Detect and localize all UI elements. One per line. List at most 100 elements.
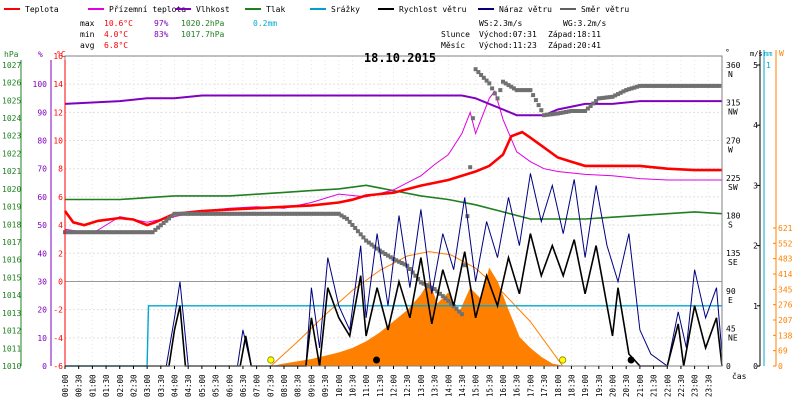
direction-compass-label: SE (728, 258, 738, 267)
wind-direction-dot (687, 83, 692, 88)
x-tick-label: 17:00 (526, 374, 535, 397)
radiation-tick-label: 276 (778, 301, 793, 310)
wind-direction-dot (424, 283, 429, 288)
wind-direction-dot (397, 259, 401, 264)
wind-direction-dot (186, 211, 191, 216)
wind-direction-dot (240, 211, 245, 216)
humidity-tick-label: 40 (37, 249, 47, 258)
wind-direction-dot (156, 225, 161, 230)
x-tick-label: 04:00 (171, 374, 180, 397)
wind-direction-dot (323, 211, 328, 216)
wind-direction-dot (79, 230, 84, 235)
wind-direction-dot (490, 86, 495, 91)
wind-direction-dot (139, 230, 144, 235)
solar-radiation-area (272, 267, 564, 367)
wind-direction-dot (199, 211, 204, 216)
x-tick-label: 23:30 (704, 374, 713, 397)
wind-direction-dot (213, 211, 218, 216)
x-tick-label: 18:30 (567, 374, 576, 397)
wind-direction-dot (246, 211, 251, 216)
stat-max-pressure: 1020.2hPa (181, 19, 225, 28)
x-tick-label: 14:30 (458, 374, 467, 397)
wind-direction-dot (317, 211, 322, 216)
wind-direction-dot (492, 91, 497, 96)
wind-direction-dot (76, 230, 81, 235)
x-tick-label: 02:30 (129, 374, 138, 397)
wind-direction-dot (457, 309, 462, 314)
wind-direction-dot (115, 230, 119, 235)
wind-direction-dot (522, 88, 527, 93)
wind-direction-dot (580, 109, 585, 113)
moon-rise: Východ:11:23 (479, 41, 537, 50)
wind-direction-dot (282, 211, 286, 216)
wind-direction-dot (484, 78, 489, 83)
wind-direction-dot (230, 211, 234, 216)
wind-direction-dot (251, 211, 256, 216)
wind-direction-dot (287, 211, 292, 216)
wind-speed-tick-label: 4 (753, 121, 758, 130)
wind-direction-dot (572, 109, 577, 113)
wind-direction-dot (648, 83, 653, 88)
wind-direction-dot (161, 221, 166, 225)
wind-direction-dot (273, 211, 278, 216)
wind-direction-dot (265, 211, 270, 216)
wind-direction-dot (175, 211, 180, 216)
wind-direction-dot (531, 93, 536, 98)
pressure-tick-label: 1020 (2, 185, 21, 194)
pressure-tick-label: 1015 (2, 273, 21, 282)
x-tick-label: 16:00 (499, 374, 508, 397)
x-tick-label: 09:00 (307, 374, 316, 397)
temp-tick-label: 16 (53, 52, 63, 61)
wind-direction-dot (610, 94, 615, 99)
wind-direction-dot (306, 211, 311, 216)
humidity-tick-label: 60 (37, 193, 47, 202)
direction-tick-label: 0 (726, 362, 731, 371)
radiation-tick-label: 69 (778, 347, 788, 356)
x-tick-label: 05:30 (212, 374, 221, 397)
radiation-tick-label: 0 (778, 362, 783, 371)
moon-marker (627, 356, 635, 364)
wind-direction-dot (662, 83, 667, 88)
wind-direction-dot (336, 211, 341, 216)
moon-set: Západ:20:41 (548, 41, 601, 50)
x-tick-label: 08:30 (294, 374, 303, 397)
wind-direction-dot (539, 108, 544, 113)
wind-direction-dot (594, 99, 599, 103)
wind-direction-dot (681, 83, 686, 88)
legend-label: Vlhkost (196, 5, 230, 14)
x-tick-label: 12:00 (390, 374, 399, 397)
x-tick-label: 23:00 (691, 374, 700, 397)
wind-direction-dot (451, 304, 456, 309)
pressure-tick-label: 1026 (2, 79, 21, 88)
humidity-tick-label: 70 (37, 165, 47, 174)
wind-direction-dot (550, 112, 555, 117)
wind-direction-dot (235, 211, 240, 216)
wind-direction-dot (295, 211, 300, 216)
stat-wind-gust: WG:3.2m/s (563, 19, 607, 28)
wind-speed-tick-label: 5 (753, 61, 758, 70)
wind-direction-dot (361, 235, 366, 240)
wind-direction-dot (643, 83, 648, 88)
x-tick-label: 10:30 (348, 374, 357, 397)
wind-direction-dot (358, 232, 363, 237)
chart-title: 18.10.2015 (364, 51, 436, 65)
wind-direction-dot (407, 267, 412, 271)
humidity-tick-label: 100 (33, 80, 48, 89)
x-tick-label: 14:00 (444, 374, 453, 397)
temperature-line (63, 130, 722, 227)
wind-direction-dot (312, 211, 317, 216)
wind-direction-dot (599, 96, 604, 101)
wind-direction-dot (577, 109, 582, 113)
pressure-tick-label: 1025 (2, 96, 21, 105)
wind-direction-dot (410, 270, 415, 275)
wind-direction-dot (284, 211, 289, 216)
wind-direction-dot (506, 83, 511, 88)
wind-direction-dot (678, 83, 683, 88)
wind-speed-axis-title: m/s (750, 50, 763, 58)
wind-direction-dot (164, 218, 169, 223)
x-tick-label: 10:00 (335, 374, 344, 397)
wind-direction-dot (668, 83, 672, 88)
wind-direction-dot (459, 312, 464, 317)
wind-direction-dot (574, 109, 579, 113)
wind-direction-dot (449, 301, 453, 306)
